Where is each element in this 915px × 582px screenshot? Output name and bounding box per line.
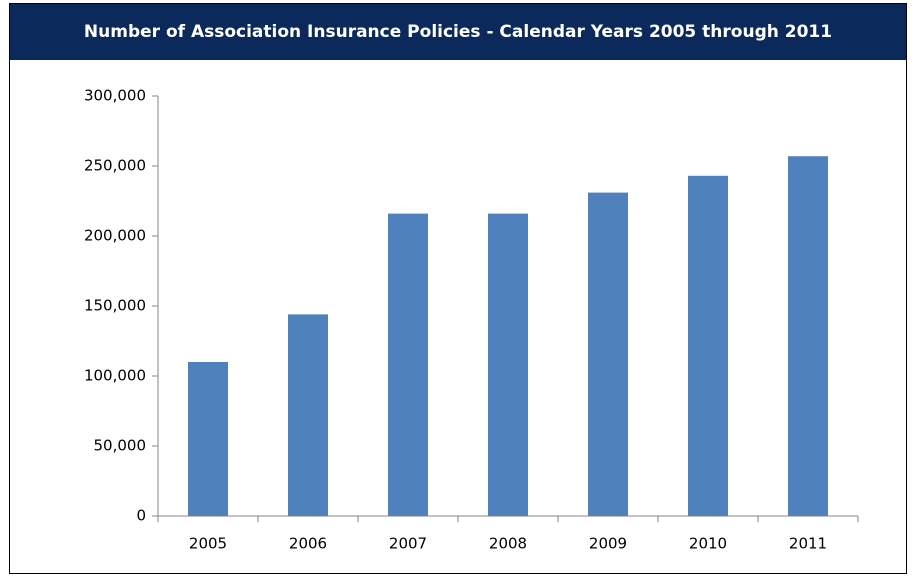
y-tick-label: 200,000 <box>84 227 146 245</box>
bar <box>688 175 728 517</box>
x-tick-label: 2005 <box>189 535 227 553</box>
x-tick-label: 2007 <box>389 535 427 553</box>
x-tick-label: 2009 <box>589 535 627 553</box>
y-tick-label: 150,000 <box>84 297 146 315</box>
bar <box>588 192 628 516</box>
title-bar <box>10 4 906 60</box>
y-tick-label: 0 <box>136 507 146 525</box>
x-tick-label: 2010 <box>689 535 727 553</box>
x-tick-label: 2011 <box>789 535 827 553</box>
y-tick-label: 250,000 <box>84 157 146 175</box>
y-tick-label: 50,000 <box>94 437 147 455</box>
x-tick-label: 2006 <box>289 535 327 553</box>
bar <box>288 314 328 516</box>
bar <box>788 156 828 516</box>
frame <box>9 3 907 574</box>
chart-title: Number of Association Insurance Policies… <box>84 22 832 42</box>
bar <box>488 213 528 516</box>
y-tick-label: 300,000 <box>84 87 146 105</box>
bar <box>188 362 228 516</box>
x-tick-label: 2008 <box>489 535 527 553</box>
bar <box>388 213 428 516</box>
y-tick-label: 100,000 <box>84 367 146 385</box>
